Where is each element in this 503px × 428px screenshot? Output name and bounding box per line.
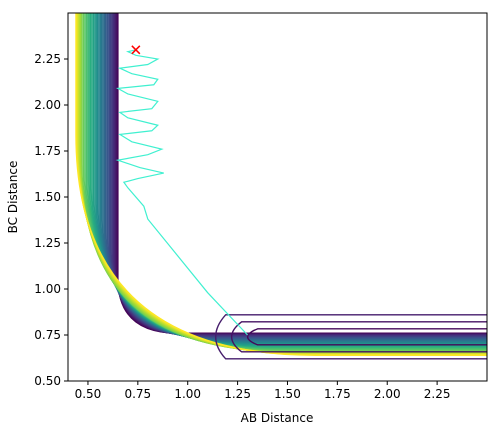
y-tick-label: 1.00 — [34, 282, 61, 296]
x-tick-label: 1.75 — [324, 387, 351, 401]
y-tick-label: 2.25 — [34, 52, 61, 66]
x-tick-label: 2.00 — [374, 387, 401, 401]
y-tick-label: 1.75 — [34, 144, 61, 158]
y-tick-label: 0.50 — [34, 374, 61, 388]
x-tick-label: 2.25 — [424, 387, 451, 401]
x-tick-label: 0.75 — [124, 387, 151, 401]
x-tick-label: 0.50 — [75, 387, 102, 401]
plot-area — [68, 13, 487, 381]
x-tick-label: 1.50 — [274, 387, 301, 401]
y-tick-label: 1.25 — [34, 236, 61, 250]
y-tick-label: 2.00 — [34, 98, 61, 112]
x-axis-label: AB Distance — [241, 411, 314, 425]
x-tick-label: 1.25 — [224, 387, 251, 401]
x-tick-label: 1.00 — [174, 387, 201, 401]
y-tick-label: 0.75 — [34, 328, 61, 342]
y-tick-label: 1.50 — [34, 190, 61, 204]
y-axis-label: BC Distance — [6, 161, 20, 234]
